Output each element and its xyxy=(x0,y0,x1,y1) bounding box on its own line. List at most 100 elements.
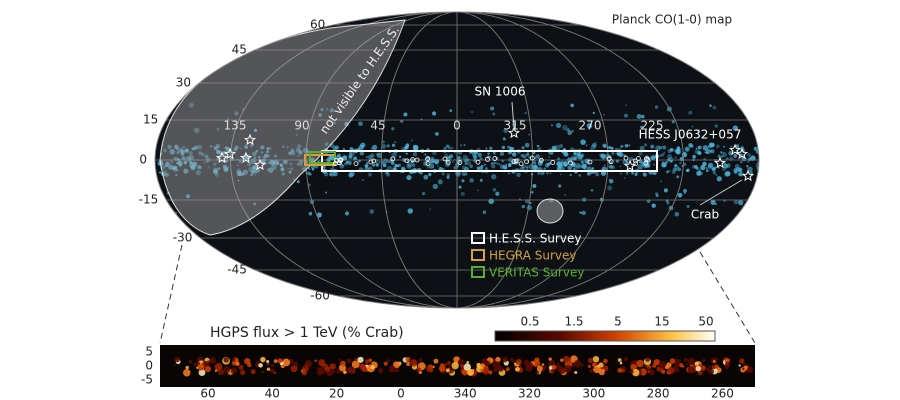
source xyxy=(457,160,463,165)
legend-swatch xyxy=(471,249,485,261)
co-emission xyxy=(732,125,739,131)
co-emission xyxy=(286,146,289,149)
co-emission xyxy=(688,110,693,115)
lon-label: 225 xyxy=(641,119,664,133)
emission xyxy=(697,370,703,376)
co-emission xyxy=(637,164,643,170)
co-emission xyxy=(495,191,500,196)
co-emission xyxy=(224,167,228,172)
co-emission xyxy=(477,189,480,192)
emission xyxy=(515,358,522,366)
co-emission xyxy=(492,151,496,155)
emission xyxy=(630,363,637,371)
emission xyxy=(343,370,347,374)
co-emission xyxy=(560,160,564,165)
co-emission xyxy=(557,157,561,161)
emission xyxy=(708,365,712,369)
emission xyxy=(354,358,358,362)
co-emission xyxy=(712,105,717,110)
emission xyxy=(592,355,600,363)
source-star xyxy=(713,156,727,169)
co-emission xyxy=(175,168,179,172)
co-emission xyxy=(236,164,239,167)
strip-y-label: -5 xyxy=(141,373,153,387)
co-emission xyxy=(643,143,648,147)
emission xyxy=(433,358,439,364)
co-emission xyxy=(487,152,490,155)
emission xyxy=(562,356,570,363)
emission xyxy=(386,359,390,363)
co-emission xyxy=(460,158,463,160)
co-emission xyxy=(236,171,242,177)
co-emission xyxy=(296,180,300,184)
emission xyxy=(665,365,670,370)
co-emission xyxy=(677,167,682,172)
colorbar xyxy=(494,330,716,342)
co-emission xyxy=(570,103,574,108)
colorbar-label: 0.5 xyxy=(520,315,539,329)
co-emission xyxy=(498,163,501,166)
emission xyxy=(587,357,594,364)
co-emission xyxy=(696,167,699,171)
co-emission xyxy=(671,170,676,174)
co-emission xyxy=(462,155,468,161)
co-emission xyxy=(721,151,727,158)
co-emission xyxy=(271,164,277,170)
emission xyxy=(331,370,336,374)
co-emission xyxy=(610,146,614,150)
emission xyxy=(302,364,307,369)
co-emission xyxy=(332,145,338,151)
co-emission xyxy=(535,154,540,159)
co-emission xyxy=(683,188,687,193)
co-emission xyxy=(655,145,661,152)
co-emission xyxy=(702,161,707,167)
source xyxy=(633,158,639,164)
strip-x-label: 260 xyxy=(711,387,734,400)
co-emission xyxy=(502,165,506,169)
co-emission xyxy=(611,151,615,155)
co-emission xyxy=(659,154,663,157)
emission xyxy=(742,367,745,371)
co-emission xyxy=(662,164,665,167)
co-emission xyxy=(628,144,631,147)
co-emission xyxy=(191,161,198,167)
emission xyxy=(223,357,229,363)
co-emission xyxy=(757,161,759,166)
co-emission xyxy=(665,161,668,164)
emission xyxy=(223,366,231,374)
co-emission xyxy=(543,167,546,171)
co-emission xyxy=(407,208,414,214)
co-emission xyxy=(302,147,309,154)
co-emission xyxy=(546,171,550,175)
lat-label: -15 xyxy=(139,193,159,207)
emission xyxy=(338,364,347,372)
co-emission xyxy=(567,165,573,171)
co-emission xyxy=(491,174,497,180)
co-emission xyxy=(611,165,616,170)
co-emission xyxy=(169,149,176,155)
co-emission xyxy=(580,153,585,158)
co-emission xyxy=(707,162,714,168)
co-emission xyxy=(749,171,754,175)
co-emission xyxy=(603,113,605,116)
source xyxy=(353,161,359,166)
co-emission xyxy=(710,149,715,154)
co-emission xyxy=(261,151,264,154)
co-emission xyxy=(619,165,622,168)
legend: H.E.S.S. Survey HEGRA Survey VERITAS Sur… xyxy=(471,232,584,280)
co-emission xyxy=(504,163,508,166)
emission xyxy=(557,362,560,366)
co-emission xyxy=(686,205,690,208)
co-emission xyxy=(193,145,199,150)
emission xyxy=(742,362,746,366)
source xyxy=(643,160,649,166)
emission xyxy=(426,365,434,373)
co-emission xyxy=(600,153,606,159)
co-emission xyxy=(295,148,301,153)
co-emission xyxy=(549,172,552,175)
co-emission xyxy=(396,164,400,168)
region-marker xyxy=(536,198,564,224)
co-emission xyxy=(479,178,483,182)
source xyxy=(368,159,374,165)
emission xyxy=(258,363,263,368)
